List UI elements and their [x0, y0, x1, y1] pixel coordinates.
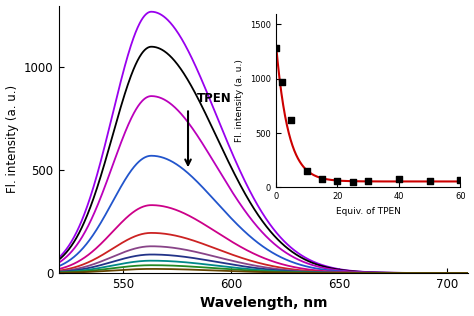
X-axis label: Wavelength, nm: Wavelength, nm [200, 296, 327, 310]
Y-axis label: Fl. intensity (a. u.): Fl. intensity (a. u.) [6, 85, 18, 193]
Text: TPEN: TPEN [197, 92, 231, 105]
